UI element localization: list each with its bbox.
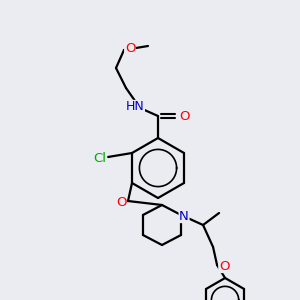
Text: HN: HN	[126, 100, 144, 113]
Text: O: O	[116, 196, 126, 208]
Text: O: O	[219, 260, 229, 272]
Text: Cl: Cl	[94, 152, 106, 164]
Text: O: O	[180, 110, 190, 122]
Text: O: O	[125, 41, 135, 55]
Text: N: N	[179, 209, 189, 223]
